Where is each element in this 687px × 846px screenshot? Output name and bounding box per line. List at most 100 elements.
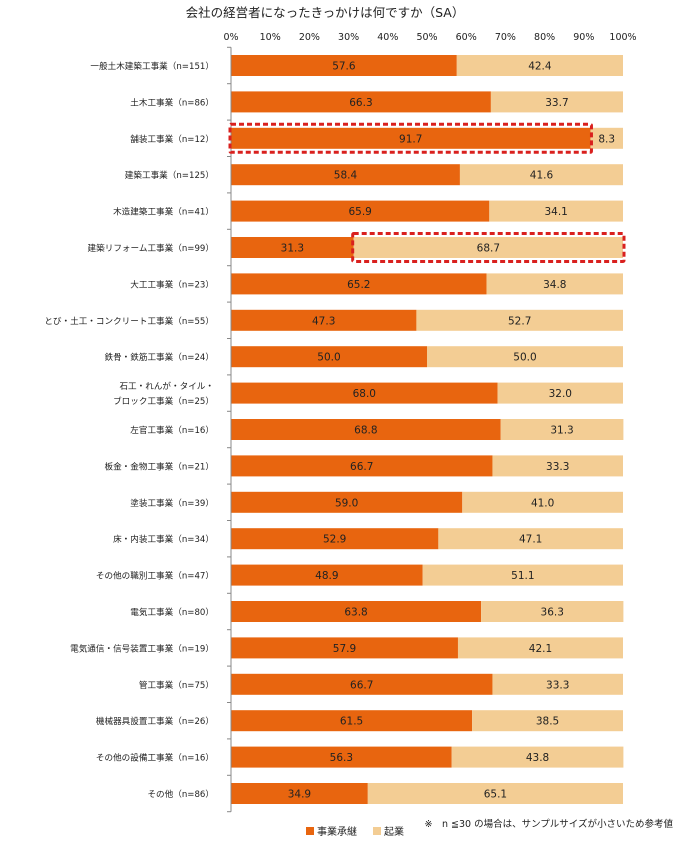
bar-segment (231, 601, 482, 622)
data-label: 63.8 (344, 607, 367, 619)
highlight-box (228, 122, 593, 154)
x-tick-label: 0% (223, 32, 238, 43)
bar-segment (231, 346, 427, 368)
category-label: 電気工事業（n=80） (130, 606, 214, 618)
data-label: 68.8 (354, 425, 377, 437)
bar-segment (427, 346, 623, 368)
data-label: 66.7 (350, 461, 373, 473)
legend-label: 起業 (384, 825, 404, 838)
bar-segment (231, 91, 491, 113)
data-label: 65.1 (484, 789, 507, 801)
bar-segment (489, 200, 623, 222)
highlight-boxes (228, 122, 626, 263)
bar-segment (590, 127, 623, 149)
category-label: 建築工事業（n=125） (125, 169, 214, 181)
data-label: 51.1 (511, 570, 534, 582)
data-label: 32.0 (549, 388, 572, 400)
category-label: 鉄骨・鉄筋工事業（n=24） (104, 351, 214, 363)
x-tick-label: 20% (299, 32, 320, 43)
category-label: 石工・れんが・タイル・ (119, 380, 214, 392)
legend-swatch (306, 827, 314, 835)
data-label: 59.0 (335, 497, 358, 509)
category-label: 機械器具設置工事業（n=26） (96, 715, 214, 727)
category-label: 舗装工事業（n=12） (130, 133, 214, 145)
bar-segment (231, 55, 457, 76)
category-label: 板金・金物工事業（n=21） (104, 460, 214, 472)
bar-segment (481, 601, 624, 622)
bar-segment (231, 273, 487, 295)
bar-segment (231, 382, 498, 404)
x-tick-label: 90% (573, 32, 594, 43)
category-label: その他（n=86） (147, 788, 214, 800)
data-label: 68.0 (353, 388, 376, 400)
bar-segment (422, 564, 623, 586)
footnote: ※ n ≦30 の場合は、サンプルサイズが小さいため参考値 (425, 818, 674, 830)
data-label: 65.9 (348, 206, 371, 218)
data-label: 58.4 (334, 170, 358, 182)
category-label: 木造建築工事業（n=41） (113, 206, 214, 218)
bar-segment (231, 127, 591, 149)
bar-segment (231, 564, 423, 586)
bar-segment (490, 91, 623, 113)
highlight-box (351, 232, 626, 263)
category-label: その他の設備工事業（n=16） (96, 752, 214, 764)
category-label: 電気通信・信号装置工事業（n=19） (70, 642, 214, 654)
bar-segment (231, 783, 368, 804)
data-label: 57.9 (333, 643, 356, 655)
category-label: 土木工事業（n=86） (130, 96, 214, 108)
bar-segment (438, 528, 623, 550)
bar-segment (231, 164, 460, 186)
category-label: とび・土工・コンクリート工事業（n=55） (44, 315, 214, 327)
data-label: 43.8 (526, 752, 549, 764)
category-label: その他の職別工事業（n=47） (96, 570, 214, 582)
data-label: 61.5 (340, 716, 363, 728)
data-label: 41.0 (531, 497, 554, 509)
bar-segment (492, 673, 623, 695)
data-label: 68.7 (477, 243, 500, 255)
legend: 事業承継 起業 (306, 825, 404, 838)
data-label: 31.3 (550, 425, 573, 437)
data-label: 48.9 (315, 570, 338, 582)
data-label: 65.2 (347, 279, 370, 291)
bars: 57.6 42.4 66.3 33.7 91.7 8.3 58.4 41.6 65.9 34.1 3… (231, 55, 624, 804)
x-tick-label: 10% (260, 32, 281, 43)
category-label: 建築リフォーム工事業（n=99） (88, 242, 214, 254)
bar-segment (231, 491, 463, 513)
x-tick-label: 30% (338, 32, 359, 43)
bar-segment (231, 673, 493, 695)
data-label: 41.6 (530, 170, 554, 182)
bar-segment (456, 55, 623, 76)
data-label: 52.9 (323, 534, 346, 546)
bar-segment (231, 637, 458, 659)
data-label: 38.5 (536, 716, 559, 728)
x-axis-ticks: 0% 10% 20% 30% 40% 50% 60% 70% 80% 90% 100% (223, 32, 636, 43)
x-tick-label: 50% (416, 32, 437, 43)
data-label: 57.6 (332, 61, 356, 73)
data-label: 91.7 (399, 133, 422, 145)
category-labels: 一般土木建築工事業（n=151） 土木工事業（n=86） 舗装工事業（n=12） 建築… (44, 60, 214, 800)
data-label: 50.0 (317, 352, 340, 364)
bar-segment (231, 746, 452, 768)
bar-segment (497, 382, 623, 404)
data-label: 50.0 (513, 352, 536, 364)
category-label: 管工事業（n=75） (139, 679, 214, 691)
bar-segment (231, 237, 354, 258)
category-label: 一般土木建築工事業（n=151） (90, 60, 214, 72)
category-label: ブロック工事業（n=25） (113, 395, 214, 407)
data-label: 33.3 (546, 461, 569, 473)
data-label: 66.7 (350, 679, 373, 691)
bar-segment (459, 164, 623, 186)
data-label: 34.1 (544, 206, 567, 218)
bar-segment (492, 455, 623, 477)
bar-segment (353, 237, 623, 258)
data-label: 8.3 (598, 133, 615, 145)
bar-segment (367, 783, 623, 804)
x-tick-label: 80% (534, 32, 555, 43)
data-label: 47.1 (519, 534, 542, 546)
x-tick-label: 40% (377, 32, 398, 43)
data-label: 47.3 (312, 315, 335, 327)
data-label: 33.3 (546, 679, 569, 691)
bar-segment (486, 273, 623, 295)
x-tick-label: 70% (495, 32, 516, 43)
